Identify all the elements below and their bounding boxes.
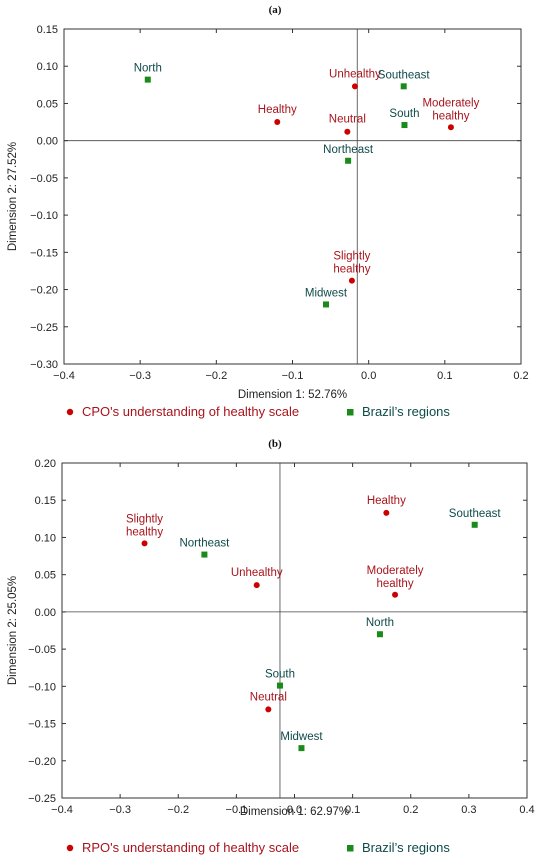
chart-b-y-tick-label: −0.15 bbox=[28, 719, 56, 731]
chart-b-legend-label-region: Brazil’s regions bbox=[362, 840, 450, 855]
chart-a-x-axis-label: Dimension 1: 52.76% bbox=[238, 389, 347, 401]
chart-b-point-label: Midwest bbox=[280, 731, 323, 743]
chart-a-x-tick-label: −0.4 bbox=[53, 370, 75, 382]
chart-a-point-scale bbox=[447, 124, 454, 131]
chart-b: (b) −0.4 −0.3 −0.2 −0.1 0.0 0.1 0.2 0.3 0.4 0.20 0.… bbox=[7, 438, 535, 855]
chart-b-y-tick-label: 0.05 bbox=[35, 570, 56, 582]
chart-b-x-tick-label: −0.4 bbox=[51, 804, 73, 816]
chart-b-point-label: Neutral bbox=[250, 691, 287, 703]
chart-a-point-scale bbox=[351, 83, 358, 90]
chart-a-x-tick-label: 0.2 bbox=[513, 370, 528, 382]
chart-b-point-scale bbox=[265, 706, 272, 713]
chart-b-point-label: South bbox=[265, 669, 295, 681]
chart-a-point-label: Moderately healthy bbox=[422, 97, 479, 122]
chart-b-x-tick-label: −0.3 bbox=[109, 804, 131, 816]
chart-a-x-tick-label: −0.1 bbox=[282, 370, 304, 382]
chart-b-x-tick-label: 0.3 bbox=[461, 804, 476, 816]
chart-b-point-label: Slightly healthy bbox=[126, 513, 163, 538]
chart-b-y-tick-label: 0.00 bbox=[35, 607, 56, 619]
chart-a-point-label: Southeast bbox=[378, 69, 431, 81]
chart-a-legend-marker-scale bbox=[66, 408, 74, 416]
chart-b-y-axis-label: Dimension 2: 25.05% bbox=[7, 576, 19, 685]
chart-a-legend-label-region: Brazil’s regions bbox=[362, 404, 450, 419]
chart-b-x-axis-label: Dimension 1: 62.97% bbox=[240, 806, 349, 818]
chart-a: (a) −0.4 −0.3 −0.2 −0.1 0.0 0.1 0.2 0.15 0.10 0.05… bbox=[7, 4, 529, 419]
chart-a-y-tick-label: 0.00 bbox=[37, 136, 58, 148]
chart-b-point-scale bbox=[253, 582, 260, 589]
chart-a-point-region bbox=[401, 122, 408, 129]
chart-b-legend-label-scale: RPO's understanding of healthy scale bbox=[82, 840, 299, 855]
chart-a-point-label: Unhealthy bbox=[329, 68, 381, 80]
chart-a-point-label: North bbox=[134, 63, 162, 75]
chart-b-point-scale bbox=[141, 540, 148, 547]
chart-a-x-tick-label: 0.1 bbox=[437, 370, 452, 382]
chart-a-y-tick-label: 0.10 bbox=[37, 61, 58, 73]
chart-b-y-tick-label: −0.05 bbox=[28, 644, 56, 656]
chart-a-panel-label: (a) bbox=[269, 4, 282, 16]
chart-a-point-region bbox=[144, 76, 151, 83]
chart-a-y-tick-label: −0.30 bbox=[30, 359, 58, 371]
chart-b-point-scale bbox=[392, 591, 399, 598]
chart-a-y-tick-label: 0.05 bbox=[37, 98, 58, 110]
chart-a-point-label: Slightly healthy bbox=[333, 251, 370, 276]
chart-b-y-tick-label: −0.25 bbox=[28, 793, 56, 805]
chart-b-x-tick-label: −0.2 bbox=[167, 804, 189, 816]
chart-a-y-axis-label: Dimension 2: 27.52% bbox=[7, 142, 19, 251]
chart-b-legend-marker-scale bbox=[66, 844, 74, 852]
chart-a-y-tick-label: −0.15 bbox=[30, 247, 58, 259]
chart-b-point-label: Northeast bbox=[179, 538, 230, 550]
chart-a-y-tick-label: −0.20 bbox=[30, 285, 58, 297]
chart-a-point-label: Midwest bbox=[305, 287, 348, 299]
chart-a-point-region bbox=[323, 301, 330, 308]
chart-b-y-tick-label: −0.20 bbox=[28, 756, 56, 768]
chart-a-legend-label-scale: CPO's understanding of healthy scale bbox=[82, 404, 299, 419]
chart-a-y-tick-label: −0.10 bbox=[30, 210, 58, 222]
chart-b-x-tick-label: 0.1 bbox=[345, 804, 360, 816]
chart-a-point-label: Neutral bbox=[329, 114, 366, 126]
chart-b-point-label: Southeast bbox=[449, 508, 502, 520]
chart-b-panel-label: (b) bbox=[268, 438, 282, 450]
chart-a-point-scale bbox=[274, 119, 281, 126]
chart-b-point-label: Healthy bbox=[367, 495, 406, 507]
chart-a-legend-marker-region bbox=[347, 409, 354, 416]
chart-b-x-tick-label: 0.2 bbox=[403, 804, 418, 816]
chart-b-y-tick-label: −0.10 bbox=[28, 681, 56, 693]
chart-b-y-tick-label: 0.20 bbox=[35, 458, 56, 470]
chart-b-x-tick-label: 0.0 bbox=[287, 804, 302, 816]
chart-b-point-region bbox=[201, 551, 208, 558]
chart-b-y-tick-label: 0.15 bbox=[35, 495, 56, 507]
chart-b-x-tick-label: −0.1 bbox=[226, 804, 248, 816]
chart-a-point-scale bbox=[344, 128, 351, 135]
chart-b-point-label: North bbox=[366, 617, 394, 629]
chart-b-point-region bbox=[276, 682, 283, 689]
chart-a-point-label: Northeast bbox=[323, 144, 374, 156]
chart-a-x-tick-label: −0.2 bbox=[205, 370, 227, 382]
chart-a-point-label: Healthy bbox=[258, 104, 297, 116]
chart-b-legend-marker-region bbox=[347, 845, 354, 852]
chart-a-point-scale bbox=[348, 277, 355, 284]
chart-a-point-label: South bbox=[389, 108, 419, 120]
chart-a-x-tick-label: −0.3 bbox=[129, 370, 151, 382]
chart-b-y-tick-label: 0.10 bbox=[35, 532, 56, 544]
chart-a-y-tick-label: −0.05 bbox=[30, 173, 58, 185]
chart-a-point-region bbox=[400, 83, 407, 90]
chart-b-point-region bbox=[376, 631, 383, 638]
chart-b-point-label: Unhealthy bbox=[231, 567, 283, 579]
chart-b-point-scale bbox=[383, 509, 390, 516]
chart-a-x-tick-label: 0.0 bbox=[361, 370, 376, 382]
chart-b-point-region bbox=[471, 521, 478, 528]
chart-a-point-region bbox=[345, 157, 352, 164]
chart-a-y-tick-label: 0.15 bbox=[37, 24, 58, 36]
chart-b-point-label: Moderately healthy bbox=[367, 565, 424, 590]
chart-b-x-tick-label: 0.4 bbox=[519, 804, 534, 816]
chart-b-point-region bbox=[298, 745, 305, 752]
chart-a-y-tick-label: −0.25 bbox=[30, 322, 58, 334]
chart-a-plot-frame bbox=[63, 28, 522, 365]
